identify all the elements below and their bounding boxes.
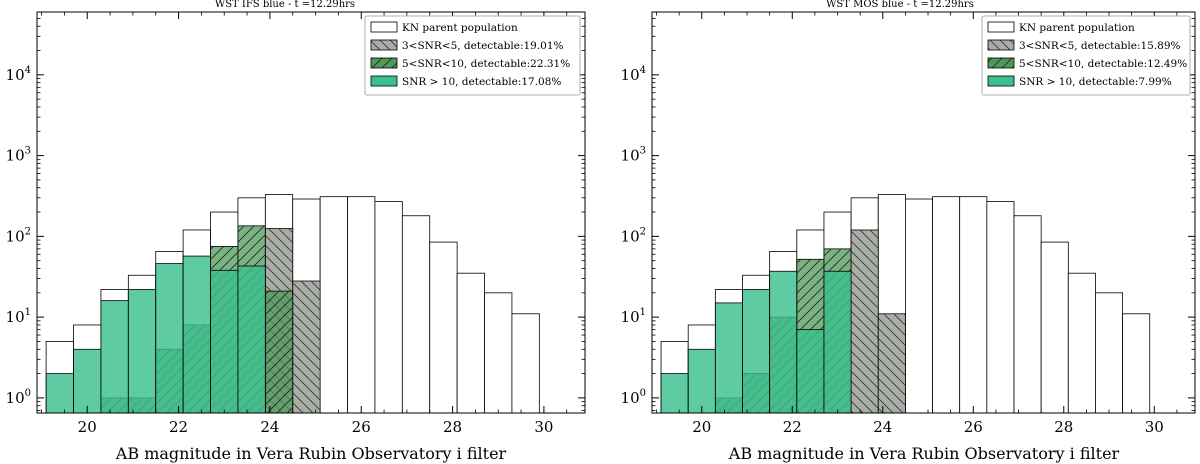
x-tick-label: 30 xyxy=(1145,418,1164,436)
y-tick-label: 102 xyxy=(6,226,31,245)
legend-swatch-parent xyxy=(987,21,1015,33)
bar-hatch-snr35 xyxy=(878,313,906,413)
y-tick-label: 103 xyxy=(6,146,31,165)
bar-hatch-snr510 xyxy=(265,291,293,413)
legend-swatch-snr35 xyxy=(987,39,1015,51)
bar-snr10 xyxy=(73,348,102,414)
x-tick-label: 20 xyxy=(78,418,97,436)
bar-parent xyxy=(347,196,376,414)
bar-parent xyxy=(905,198,933,414)
bar-parent xyxy=(319,196,348,414)
legend-swatch-snr510 xyxy=(370,57,398,69)
bar-snr10 xyxy=(742,289,771,414)
legend-box xyxy=(981,15,1191,96)
chart-title: WST IFS blue - t =12.29hrs xyxy=(215,0,355,10)
legend-swatch-snr10 xyxy=(370,75,398,87)
bar-parent xyxy=(1013,215,1042,414)
bar-hatch-snr35 xyxy=(851,229,879,413)
chart-ifs-blue: WST IFS blue - t =12.29hrs 20 22 24 26 28 30 1… xyxy=(6,0,586,463)
x-tick-label: 28 xyxy=(1054,418,1073,436)
bar-parent xyxy=(1040,241,1069,414)
chart-mos-blue: WST MOS blue - t =12.29hrs 20 22 24 26 28 30 1… xyxy=(621,0,1196,463)
x-axis-label: AB magnitude in Vera Rubin Observatory i… xyxy=(115,444,507,463)
legend: KN parent population 3<SNR<5, detectable… xyxy=(364,15,581,96)
bar-snr10 xyxy=(796,329,825,414)
x-axis-label: AB magnitude in Vera Rubin Observatory i… xyxy=(728,444,1120,463)
legend-label-snr510: 5<SNR<10, detectable:22.31% xyxy=(402,58,570,70)
x-tick-label: 26 xyxy=(964,418,983,436)
bar-parent xyxy=(511,313,540,414)
x-tick-label: 20 xyxy=(692,418,711,436)
bars xyxy=(660,194,1151,414)
bar-snr10 xyxy=(182,255,211,414)
bar-snr10 xyxy=(100,300,129,414)
y-tick-label: 101 xyxy=(6,307,31,326)
bar-snr10 xyxy=(660,373,689,414)
bar-snr10 xyxy=(155,263,184,414)
legend-label-snr35: 3<SNR<5, detectable:19.01% xyxy=(402,40,564,52)
legend-label-snr510: 5<SNR<10, detectable:12.49% xyxy=(1019,58,1187,70)
legend-swatch-snr510 xyxy=(987,57,1015,69)
legend-label-snr35: 3<SNR<5, detectable:15.89% xyxy=(1019,40,1181,52)
chart-title: WST MOS blue - t =12.29hrs xyxy=(826,0,974,10)
bar-parent xyxy=(429,241,458,414)
x-tick-label: 24 xyxy=(260,418,279,436)
bar-parent xyxy=(932,196,961,414)
y-tick-label: 100 xyxy=(621,388,646,407)
bar-parent xyxy=(401,215,431,414)
legend-swatch-parent xyxy=(370,21,398,33)
plot-frame xyxy=(36,11,586,414)
bar-snr10 xyxy=(769,270,798,414)
x-tick-label: 28 xyxy=(443,418,462,436)
bar-snr10 xyxy=(714,302,743,414)
y-tick-label: 100 xyxy=(6,388,31,407)
x-tick-label: 24 xyxy=(873,418,892,436)
bar-parent xyxy=(959,196,988,414)
bar-snr10 xyxy=(823,270,852,414)
legend-swatch-snr10 xyxy=(987,75,1015,87)
y-tick-label: 103 xyxy=(621,146,646,165)
bars xyxy=(45,194,540,414)
y-tick-label: 104 xyxy=(621,65,646,84)
legend-swatch-snr35 xyxy=(370,39,398,51)
axes: 20 22 24 26 28 30 100 101 102 103 104 xyxy=(621,11,1195,436)
legend-box xyxy=(364,15,581,96)
legend-label-snr10: SNR > 10, detectable:17.08% xyxy=(402,76,561,88)
bar-snr10 xyxy=(127,289,157,414)
x-tick-label: 22 xyxy=(169,418,188,436)
y-tick-label: 104 xyxy=(6,65,31,84)
legend-label-parent: KN parent population xyxy=(402,22,518,34)
bar-parent xyxy=(986,201,1015,414)
axes: 20 22 24 26 28 30 100 101 102 103 104 xyxy=(6,11,585,436)
bar-parent xyxy=(484,292,513,414)
x-tick-label: 22 xyxy=(783,418,802,436)
legend: KN parent population 3<SNR<5, detectable… xyxy=(981,15,1191,96)
bar-parent xyxy=(1122,313,1151,414)
bar-hatch-snr35 xyxy=(292,281,321,413)
y-tick-label: 101 xyxy=(621,307,646,326)
x-tick-label: 26 xyxy=(352,418,371,436)
bar-parent xyxy=(1067,272,1096,414)
bar-snr10 xyxy=(687,348,716,414)
bar-parent xyxy=(1095,292,1123,414)
x-tick-label: 30 xyxy=(534,418,553,436)
legend-label-snr10: SNR > 10, detectable:7.99% xyxy=(1019,76,1172,88)
bar-snr10 xyxy=(237,265,266,414)
plot-frame xyxy=(651,11,1196,414)
legend-label-parent: KN parent population xyxy=(1019,22,1135,34)
bar-snr10 xyxy=(45,373,74,414)
bar-parent xyxy=(374,201,403,414)
bar-parent xyxy=(456,272,485,414)
y-tick-label: 102 xyxy=(621,226,646,245)
bar-snr10 xyxy=(210,269,239,414)
